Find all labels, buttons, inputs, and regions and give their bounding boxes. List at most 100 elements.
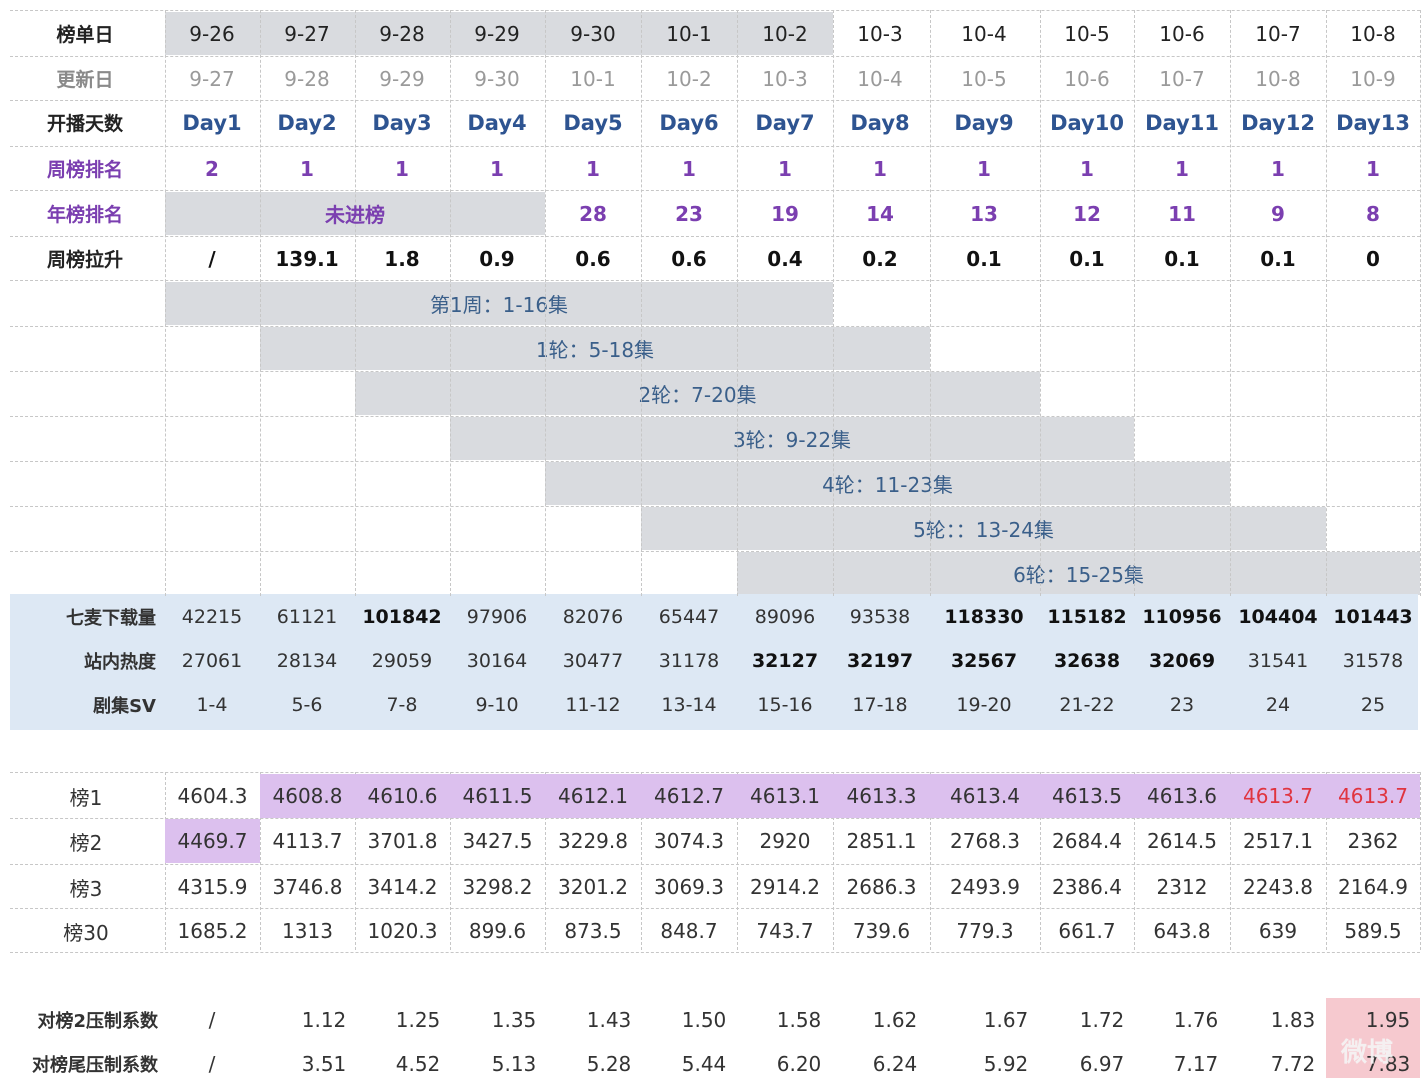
score-cell: 2312 xyxy=(1156,875,1208,899)
coefficient-cell: 6.24 xyxy=(872,1052,918,1076)
score-label: 榜30 xyxy=(63,920,109,945)
coefficient-cell: 1.72 xyxy=(1079,1008,1125,1032)
coefficient-cell: 4.52 xyxy=(395,1052,441,1076)
metric-cell: 13-14 xyxy=(661,694,717,716)
metric-cell: 61121 xyxy=(276,606,338,628)
list-date-cell: 9-26 xyxy=(189,21,235,46)
metric-label: 站内热度 xyxy=(84,652,156,673)
score-cell: 4613.4 xyxy=(930,774,1040,818)
year-rank-label: 年榜排名 xyxy=(46,204,123,226)
broadcast-day-cell: Day13 xyxy=(1336,110,1410,135)
list-date-cell: 9-28 xyxy=(379,21,425,46)
metric-cell: 110956 xyxy=(1142,606,1222,628)
coefficient-label: 对榜2压制系数 xyxy=(37,1011,158,1032)
week-rank-cell: 1 xyxy=(586,156,600,181)
score-cell: 4612.7 xyxy=(641,774,737,818)
score-cell: 3298.2 xyxy=(462,875,533,899)
coefficient-cell: 1.50 xyxy=(681,1008,727,1032)
update-date-cell: 9-27 xyxy=(189,66,235,91)
update-date-cell: 10-9 xyxy=(1350,66,1396,91)
broadcast-day-cell: Day4 xyxy=(467,110,527,135)
coefficient-cell: 6.97 xyxy=(1079,1052,1125,1076)
grid-vline xyxy=(545,772,546,950)
week-lift-cell: 0.1 xyxy=(1164,246,1200,271)
update-date-cell: 9-29 xyxy=(379,66,425,91)
grid-vline xyxy=(930,10,931,596)
update-date-cell: 10-3 xyxy=(762,66,808,91)
broadcast-day-label: 开播天数 xyxy=(46,113,123,135)
list-date-label: 榜单日 xyxy=(56,24,114,46)
score-cell: 3201.2 xyxy=(558,875,628,899)
week-lift-cell: 0.1 xyxy=(1069,246,1105,271)
coef-highlight xyxy=(1326,998,1420,1078)
week-rank-cell: 1 xyxy=(1271,156,1285,181)
year-rank-cell: 8 xyxy=(1366,201,1380,226)
grid-hline xyxy=(10,416,1420,417)
score-cell: 639 xyxy=(1258,919,1298,943)
round-bar: 4轮：11-23集 xyxy=(545,462,1230,505)
update-date-cell: 10-1 xyxy=(570,66,616,91)
grid-vline xyxy=(833,10,834,596)
broadcast-day-cell: Day6 xyxy=(659,110,719,135)
metric-cell: 93538 xyxy=(849,606,911,628)
grid-vline xyxy=(737,772,738,950)
grid-vline xyxy=(450,772,451,950)
coefficient-cell: 1.95 xyxy=(1365,1008,1411,1032)
score-cell: 1020.3 xyxy=(367,919,438,943)
list-date-cell: 10-1 xyxy=(666,21,712,46)
metric-cell: 118330 xyxy=(944,606,1024,628)
coefficient-cell: 1.76 xyxy=(1173,1008,1219,1032)
coefficient-cell: 7.17 xyxy=(1173,1052,1219,1076)
grid-vline xyxy=(1230,10,1231,596)
metric-cell: 30164 xyxy=(466,650,528,672)
score-cell: 739.6 xyxy=(852,919,911,943)
week-lift-cell: 0.6 xyxy=(575,246,611,271)
grid-vline xyxy=(1040,772,1041,950)
score-cell: 2164.9 xyxy=(1338,875,1408,899)
score-cell: 2914.2 xyxy=(750,875,820,899)
grid-vline xyxy=(1134,772,1135,950)
update-date-cell: 9-28 xyxy=(284,66,330,91)
metric-cell: 30477 xyxy=(562,650,624,672)
weibo-watermark: 微博 xyxy=(1340,1037,1393,1068)
score-cell: 589.5 xyxy=(1344,919,1402,943)
coefficient-cell: 1.83 xyxy=(1270,1008,1316,1032)
grid-vline xyxy=(1326,10,1327,596)
broadcast-day-cell: Day10 xyxy=(1050,110,1124,135)
score-cell: 848.7 xyxy=(660,919,718,943)
grid-hline xyxy=(10,551,1420,552)
score-cell: 2686.3 xyxy=(846,875,917,899)
week-rank-cell: 1 xyxy=(300,156,314,181)
broadcast-day-cell: Day3 xyxy=(372,110,432,135)
score-cell: 743.7 xyxy=(756,919,814,943)
grid-hline xyxy=(10,326,1420,327)
grid-vline xyxy=(260,10,261,596)
score-label: 榜1 xyxy=(69,785,103,810)
year-rank-not-listed: 未进榜 xyxy=(325,203,385,227)
metric-cell: 101842 xyxy=(362,606,442,628)
grid-hline xyxy=(10,56,1420,57)
grid-vline xyxy=(260,772,261,950)
coefficient-cell: 1.62 xyxy=(872,1008,918,1032)
update-date-label: 更新日 xyxy=(56,69,114,91)
list-date-cell: 10-5 xyxy=(1064,21,1110,46)
coefficient-cell: 1.25 xyxy=(395,1008,441,1032)
broadcast-day-cell: Day8 xyxy=(850,110,910,135)
coefficient-cell: 3.51 xyxy=(301,1052,347,1076)
score-cell: 2920 xyxy=(759,829,811,853)
broadcast-day-cell: Day5 xyxy=(563,110,623,135)
list-date-cell: 10-2 xyxy=(762,21,808,46)
score-cell: 661.7 xyxy=(1058,919,1116,943)
header-gray-band xyxy=(165,12,833,55)
grid-hline xyxy=(10,506,1420,507)
score-label: 榜2 xyxy=(69,830,103,855)
score-cell: 899.6 xyxy=(468,919,527,943)
week-lift-label: 周榜拉升 xyxy=(46,249,123,271)
update-date-cell: 10-4 xyxy=(857,66,903,91)
score-cell: 2517.1 xyxy=(1243,829,1313,853)
score-cell: 4613.7 xyxy=(1230,774,1326,818)
week-lift-cell: 0.1 xyxy=(1260,246,1296,271)
coefficient-cell: 5.28 xyxy=(586,1052,632,1076)
broadcast-day-cell: Day7 xyxy=(755,110,815,135)
score-cell: 3414.2 xyxy=(367,875,438,899)
